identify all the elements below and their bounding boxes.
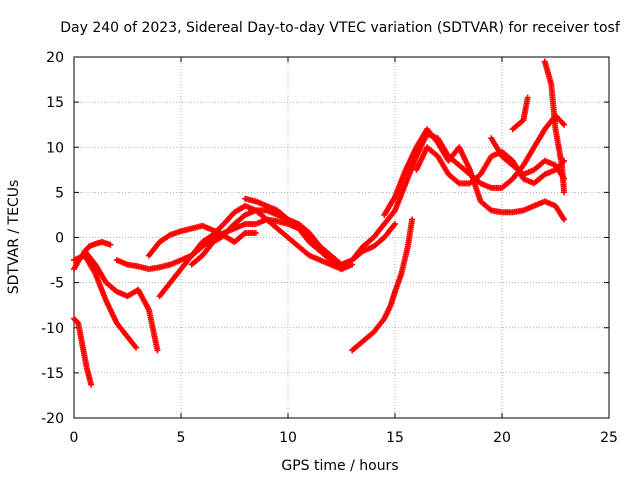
- data-point-marker: [561, 189, 568, 196]
- series-s11: [381, 126, 568, 223]
- data-point-marker: [133, 344, 140, 351]
- series-s10: [349, 216, 416, 354]
- x-tick-label: 20: [493, 430, 511, 446]
- data-point-marker: [561, 216, 568, 223]
- y-tick-label: 10: [46, 140, 64, 156]
- data-point-marker: [409, 216, 416, 223]
- x-tick-label: 0: [70, 430, 79, 446]
- series-s14: [509, 94, 531, 133]
- axis-ticks: 0 5 10 15 20 25 -20 -15 -10 -5 0 5 10 15 20: [41, 50, 618, 446]
- data-point-marker: [107, 241, 114, 248]
- data-point-marker: [392, 220, 398, 227]
- x-tick-label: 5: [177, 430, 186, 446]
- series-s9: [242, 112, 568, 268]
- x-axis-label: GPS time / hours: [281, 458, 398, 474]
- series-s1: [71, 315, 95, 388]
- data-point-marker: [88, 381, 95, 388]
- grid: [74, 57, 609, 418]
- series-s8: [188, 229, 259, 268]
- y-tick-label: 5: [55, 185, 64, 201]
- x-tick-label: 10: [279, 430, 297, 446]
- series-s3: [71, 252, 140, 351]
- y-tick-label: -10: [41, 321, 64, 337]
- x-tick-label: 15: [386, 430, 404, 446]
- data-point-marker: [74, 319, 81, 326]
- data-point-marker: [524, 94, 531, 101]
- series-s7: [156, 202, 345, 300]
- y-tick-label: 15: [46, 95, 64, 111]
- data-series: [71, 58, 568, 388]
- chart-title: Day 240 of 2023, Sidereal Day-to-day VTE…: [60, 20, 621, 36]
- series-s4: [81, 248, 161, 354]
- y-tick-label: -5: [50, 276, 64, 292]
- y-tick-label: 0: [55, 231, 64, 247]
- data-point-marker: [252, 229, 259, 236]
- series-s13: [488, 135, 568, 182]
- data-point-marker: [561, 121, 568, 128]
- data-point-marker: [154, 347, 161, 354]
- series-s12: [413, 144, 568, 187]
- series-s15: [541, 58, 568, 196]
- y-tick-label: 20: [46, 50, 64, 66]
- y-axis-label: SDTVAR / TECUs: [6, 180, 22, 295]
- x-tick-label: 25: [600, 430, 618, 446]
- y-tick-label: -15: [41, 366, 64, 382]
- y-tick-label: -20: [41, 411, 64, 427]
